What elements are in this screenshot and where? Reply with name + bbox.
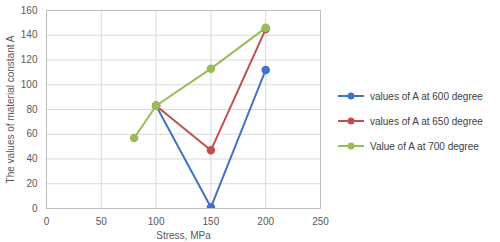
- svg-text:200: 200: [257, 216, 274, 227]
- svg-text:100: 100: [21, 79, 38, 90]
- html-text:values of A at 650 degree: values of A at 650 degree: [370, 115, 483, 127]
- svg-text:The values of material constan: The values of material constant A: [5, 35, 16, 183]
- svg-text:0: 0: [44, 216, 50, 227]
- svg-text:Stress, MPa: Stress, MPa: [156, 230, 211, 241]
- svg-text:20: 20: [26, 178, 38, 189]
- html-text:values of A at 600 degree: values of A at 600 degree: [370, 90, 483, 102]
- svg-text:0: 0: [32, 203, 38, 214]
- svg-text:120: 120: [21, 54, 38, 65]
- svg-text:140: 140: [21, 29, 38, 40]
- svg-text:160: 160: [21, 5, 38, 16]
- svg-text:100: 100: [148, 216, 165, 227]
- svg-text:60: 60: [26, 128, 38, 139]
- svg-text:40: 40: [26, 153, 38, 164]
- svg-text:80: 80: [26, 104, 38, 115]
- svg-text:250: 250: [312, 216, 329, 227]
- svg-text:150: 150: [203, 216, 220, 227]
- html-text:Value of A at 700 degree: Value of A at 700 degree: [370, 140, 479, 152]
- svg-text:50: 50: [96, 216, 108, 227]
